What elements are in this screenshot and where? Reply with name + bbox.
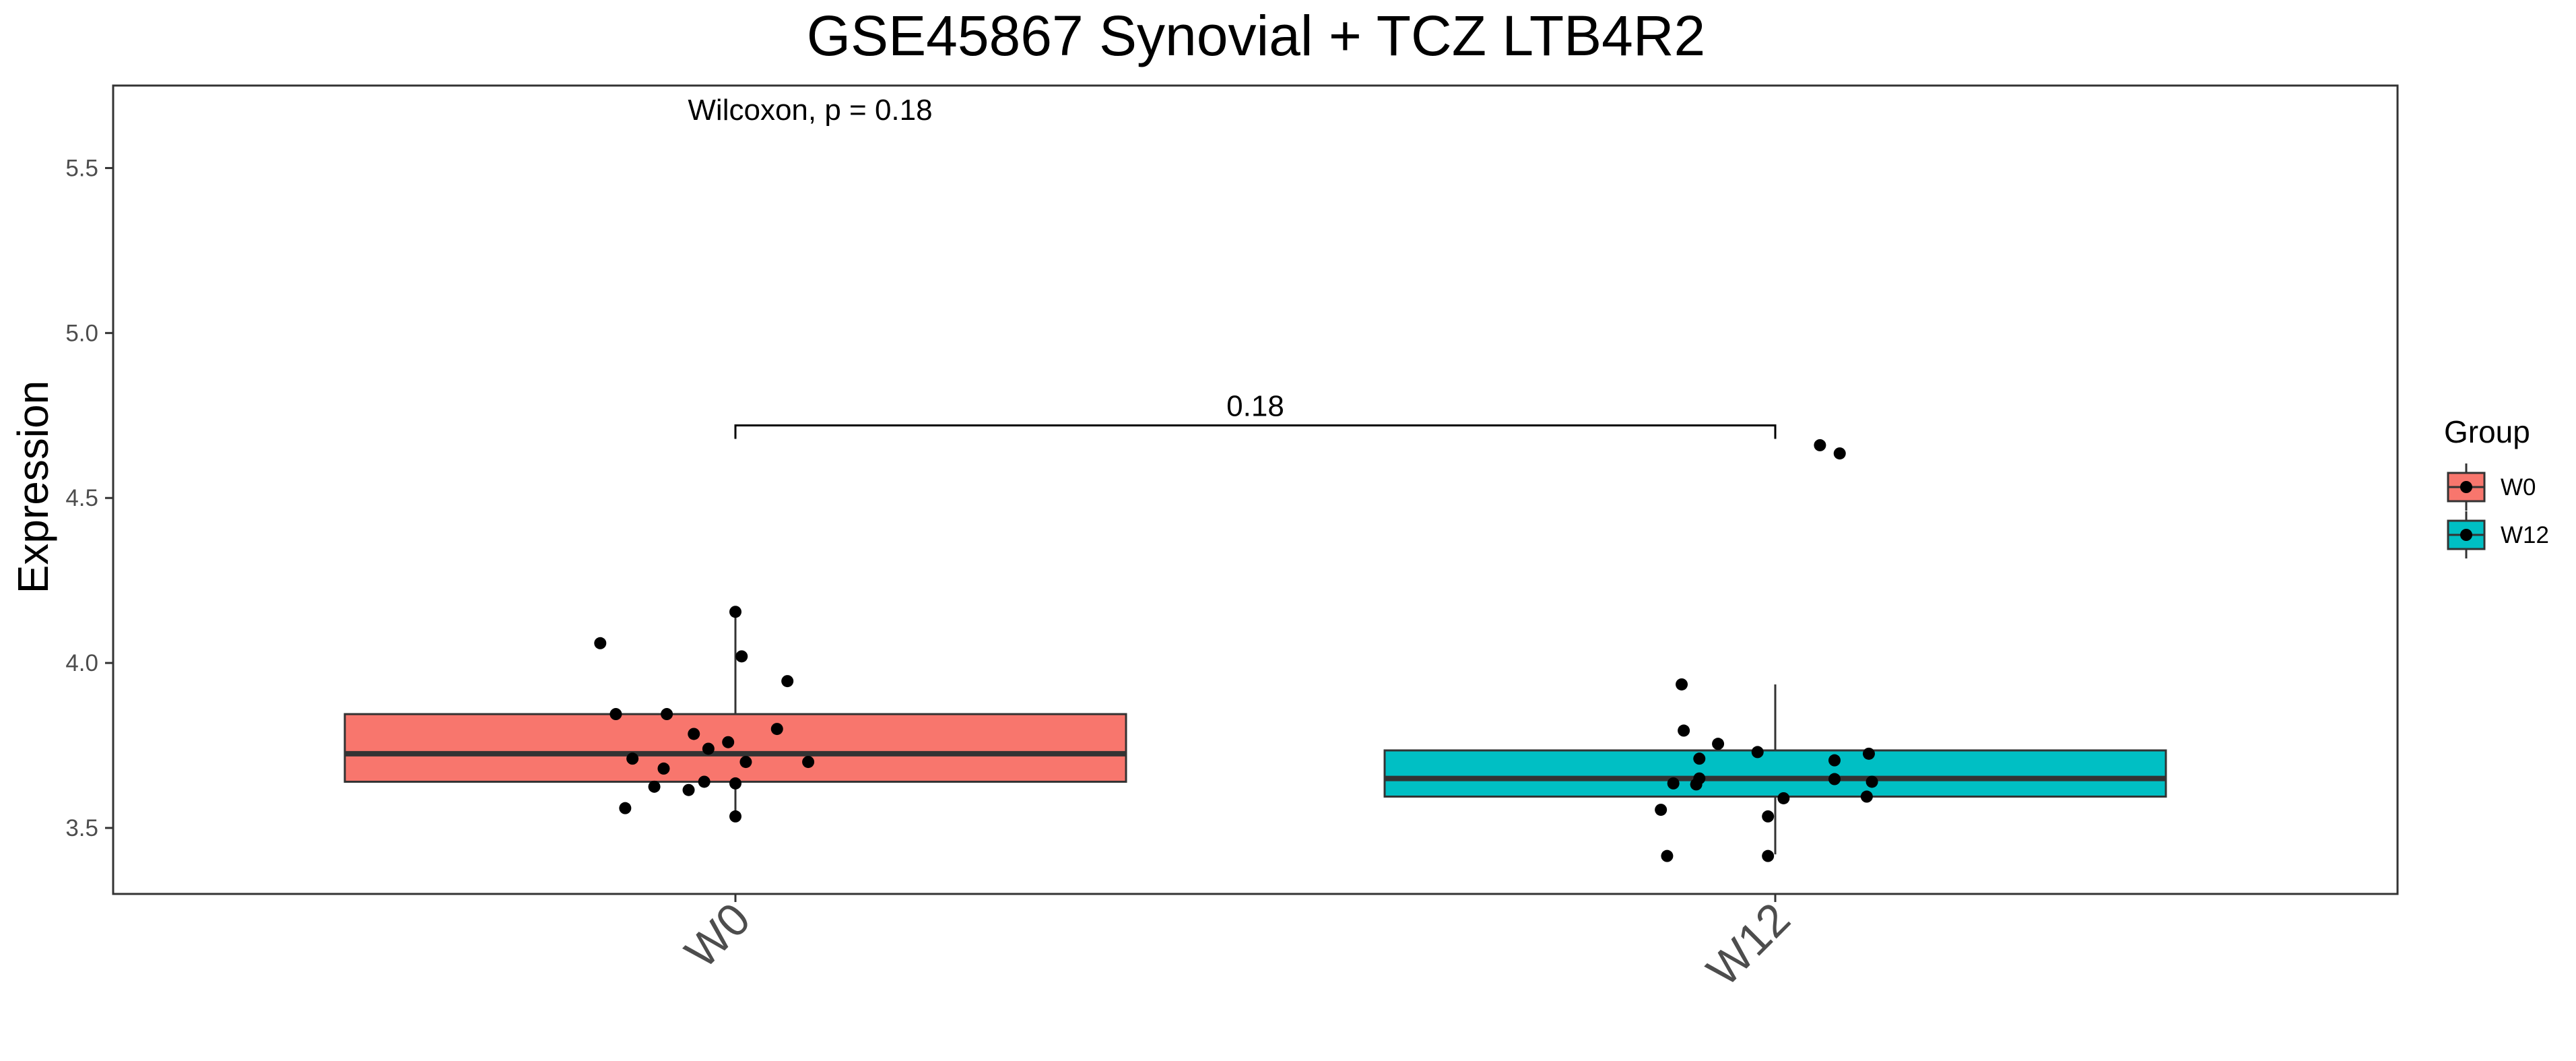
data-point	[682, 783, 695, 796]
x-axis: W0 W12	[675, 893, 1800, 996]
x-tick-label: W12	[1697, 893, 1800, 996]
data-point	[729, 606, 741, 618]
data-point	[594, 637, 607, 649]
data-point	[1828, 754, 1841, 767]
data-point	[729, 810, 741, 823]
legend-title: Group	[2444, 414, 2530, 449]
data-point	[722, 736, 735, 748]
data-point	[1865, 775, 1878, 788]
data-point	[1751, 746, 1764, 759]
legend-key-w12	[2447, 511, 2486, 558]
data-point	[1762, 810, 1775, 823]
data-point	[1828, 773, 1841, 785]
data-point	[1860, 790, 1873, 803]
data-point	[702, 742, 715, 755]
data-point	[802, 756, 815, 769]
y-tick-label: 4.5	[65, 485, 98, 511]
data-point	[626, 752, 639, 765]
data-point	[648, 780, 661, 793]
box-layer	[343, 612, 2167, 855]
box-w12	[1383, 749, 2167, 798]
bracket-label: 0.18	[1226, 389, 1284, 422]
data-point	[1862, 747, 1875, 760]
data-point	[657, 762, 670, 775]
data-point	[781, 675, 794, 688]
comparison-bracket	[734, 424, 1777, 439]
legend-label: W12	[2501, 522, 2549, 548]
legend: Group W0 W12	[2444, 414, 2549, 558]
legend-key-w0	[2447, 463, 2486, 511]
data-point	[609, 708, 622, 721]
y-axis-label: Expression	[9, 381, 57, 594]
data-point	[1693, 752, 1706, 765]
data-point	[1762, 849, 1775, 862]
legend-label: W0	[2501, 474, 2536, 501]
box-w0	[343, 713, 1127, 783]
data-point	[1667, 777, 1680, 790]
point-layer	[594, 439, 1878, 862]
data-point	[739, 756, 752, 769]
data-point	[1661, 849, 1674, 862]
data-point	[1814, 439, 1826, 451]
data-point	[1712, 738, 1725, 750]
y-axis: 3.5 4.0 4.5 5.0 5.5	[65, 155, 113, 841]
y-tick-label: 4.0	[65, 650, 98, 676]
data-point	[1676, 678, 1688, 690]
y-tick-label: 5.5	[65, 155, 98, 181]
annotation-layer: Wilcoxon, p = 0.18 0.18	[688, 94, 1777, 439]
data-point	[619, 802, 632, 814]
y-tick-label: 3.5	[65, 815, 98, 841]
data-point	[1678, 724, 1690, 737]
chart-title: GSE45867 Synovial + TCZ LTB4R2	[807, 4, 1706, 67]
test-annotation: Wilcoxon, p = 0.18	[688, 94, 932, 127]
data-point	[729, 777, 741, 790]
data-point	[770, 723, 783, 736]
data-point	[1777, 792, 1790, 804]
data-point	[661, 708, 673, 721]
data-point	[735, 650, 748, 663]
data-point	[698, 775, 711, 788]
y-tick-label: 5.0	[65, 320, 98, 346]
data-point	[1690, 778, 1703, 791]
data-point	[1833, 447, 1846, 460]
data-point	[688, 728, 700, 740]
data-point	[1655, 804, 1667, 816]
x-tick-label: W0	[675, 893, 760, 978]
